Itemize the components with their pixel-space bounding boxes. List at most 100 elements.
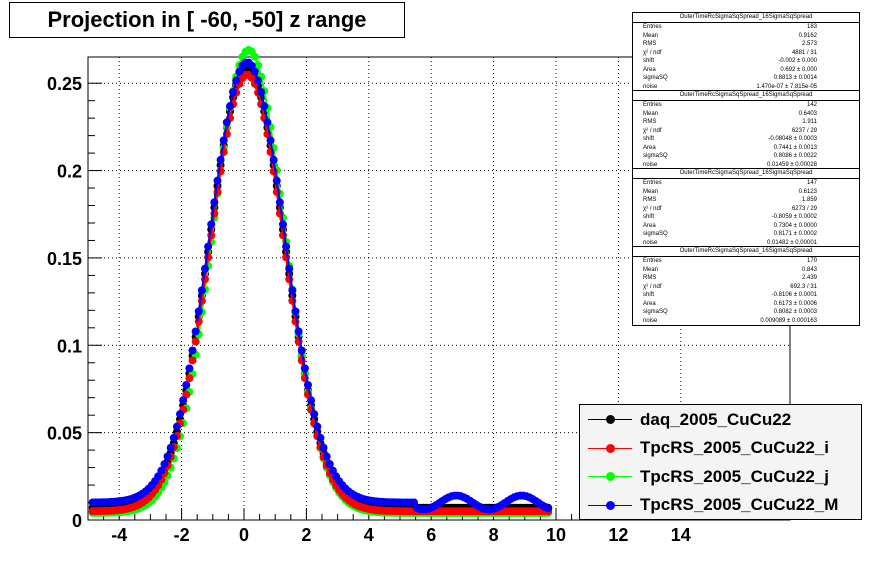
stats-key: sigmaSQ (643, 75, 668, 81)
stats-row: RMS 2.439 (633, 274, 859, 283)
stats-key: noise (643, 161, 658, 168)
stats-row: Area 0.7304 ± 0.0000 (633, 222, 859, 231)
stats-row: χ² / ndf 692.3 / 31 (633, 283, 859, 292)
stats-value: 0.692 ± 0.000 (780, 66, 817, 73)
y-tick-label: 0.15 (47, 249, 82, 269)
stats-row: shift -0.8059 ± 0.0002 (633, 213, 859, 222)
data-point (176, 410, 185, 419)
stats-value: 0.9162 (798, 32, 817, 39)
stats-key: noise (643, 83, 658, 90)
data-point (166, 443, 175, 452)
y-tick-label: 0.05 (47, 424, 82, 444)
stats-key: shift (643, 292, 655, 298)
stats-key: Mean (643, 266, 659, 273)
stats-key: Mean (643, 110, 659, 117)
stats-value: -0.8106 ± 0.0001 (771, 292, 817, 298)
stats-row: Entries 183 (633, 23, 859, 32)
stats-value: 170 (806, 258, 817, 264)
stats-value: 0.01482 ± 0.00001 (766, 239, 817, 246)
legend-marker (580, 491, 640, 520)
stats-row: RMS 1.911 (633, 118, 859, 127)
stats-value: 0.7304 ± 0.0000 (773, 222, 817, 229)
stats-row: shift -0.08048 ± 0.0003 (633, 135, 859, 144)
legend: daq_2005_CuCu22 TpcRS_2005_CuCu22_i TpcRS_… (579, 404, 862, 520)
legend-dot (606, 415, 615, 424)
stats-value: 2.573 (801, 41, 817, 47)
stats-value: 142 (806, 102, 817, 108)
stats-key: Area (643, 144, 656, 151)
stats-row: noise 0.01459 ± 0.00028 (633, 161, 859, 170)
stats-key: Mean (643, 188, 659, 195)
data-point (172, 422, 181, 431)
x-tick-label: -2 (174, 525, 190, 545)
data-point (191, 327, 200, 336)
stats-box: OuterTimeRcSigmaSqSpread_16SigmaSqSpread… (632, 12, 860, 92)
stats-row: Area 0.692 ± 0.000 (633, 66, 859, 75)
stats-key: sigmaSQ (643, 153, 668, 159)
stats-key: Entries (643, 180, 662, 186)
data-point (188, 356, 197, 365)
legend-marker (580, 462, 640, 491)
stats-row: Entries 170 (633, 257, 859, 266)
stats-value: 6237 / 29 (791, 127, 817, 134)
stats-value: 0.6173 ± 0.0006 (773, 300, 817, 307)
x-tick-label: 12 (608, 525, 628, 545)
legend-dot (606, 500, 615, 510)
stats-row: Mean 0.6123 (633, 188, 859, 197)
stats-value: 0.8171 ± 0.0002 (773, 231, 817, 237)
stats-row: sigmaSQ 0.8086 ± 0.0022 (633, 152, 859, 161)
stats-title: OuterTimeRcSigmaSqSpread_16SigmaSqSpread (633, 13, 859, 23)
legend-label: daq_2005_CuCu22 (640, 409, 792, 429)
legend-dot (606, 443, 615, 453)
stats-key: Entries (643, 258, 662, 264)
stats-row: Entries 142 (633, 101, 859, 110)
data-point (163, 452, 172, 461)
stats-row: Mean 0.6403 (633, 110, 859, 119)
stats-box: OuterTimeRcSigmaSqSpread_16SigmaSqSpread… (632, 90, 860, 170)
stats-value: 4881 / 31 (791, 49, 817, 56)
stats-value: 0.8082 ± 0.0003 (773, 309, 817, 315)
stats-key: shift (643, 214, 655, 220)
legend-marker (580, 434, 640, 463)
stats-key: sigmaSQ (643, 309, 668, 315)
stats-title: OuterTimeRcSigmaSqSpread_16SigmaSqSpread (633, 169, 859, 179)
stats-key: Area (643, 66, 656, 73)
stats-value: 0.843 (801, 266, 817, 273)
stats-key: Area (643, 222, 656, 229)
stats-key: Mean (643, 32, 659, 39)
legend-entry: TpcRS_2005_CuCu22_M (580, 491, 863, 520)
stats-row: noise 1.470e-07 ± 7.815e-05 (633, 83, 859, 92)
stats-row: Mean 0.843 (633, 266, 859, 275)
stats-row: sigmaSQ 0.8171 ± 0.0002 (633, 230, 859, 239)
stats-key: noise (643, 317, 658, 324)
x-tick-label: 2 (301, 525, 311, 545)
stats-value: 0.009089 ± 0.000163 (760, 317, 817, 324)
stats-row: noise 0.01482 ± 0.00001 (633, 239, 859, 248)
stats-value: 1.859 (801, 197, 817, 203)
data-point (185, 364, 194, 373)
stats-value: 6273 / 29 (791, 205, 817, 212)
data-point (191, 337, 200, 346)
stats-key: RMS (643, 275, 657, 281)
stats-key: shift (643, 58, 655, 64)
stats-value: 1.911 (802, 119, 817, 125)
stats-key: χ² / ndf (643, 49, 662, 56)
y-tick-label: 0 (72, 511, 82, 531)
stats-key: χ² / ndf (643, 283, 662, 290)
stats-row: Area 0.6173 ± 0.0006 (633, 300, 859, 309)
stats-value: -0.8059 ± 0.0002 (771, 214, 817, 220)
x-tick-label: 8 (489, 525, 499, 545)
fit-curve (196, 73, 339, 489)
stats-value: -0.08048 ± 0.0003 (768, 136, 817, 142)
stats-value: 147 (806, 180, 817, 186)
stats-row: RMS 1.859 (633, 196, 859, 205)
x-tick-label: 14 (671, 525, 691, 545)
stats-row: χ² / ndf 6237 / 29 (633, 127, 859, 136)
y-tick-label: 0.2 (57, 162, 82, 182)
stats-row: Area 0.7441 ± 0.0013 (633, 144, 859, 153)
stats-box: OuterTimeRcSigmaSqSpread_16SigmaSqSpread… (632, 168, 860, 248)
stats-row: sigmaSQ 0.8082 ± 0.0003 (633, 308, 859, 317)
stats-key: shift (643, 136, 655, 142)
data-point (169, 433, 178, 442)
stats-key: χ² / ndf (643, 205, 662, 212)
